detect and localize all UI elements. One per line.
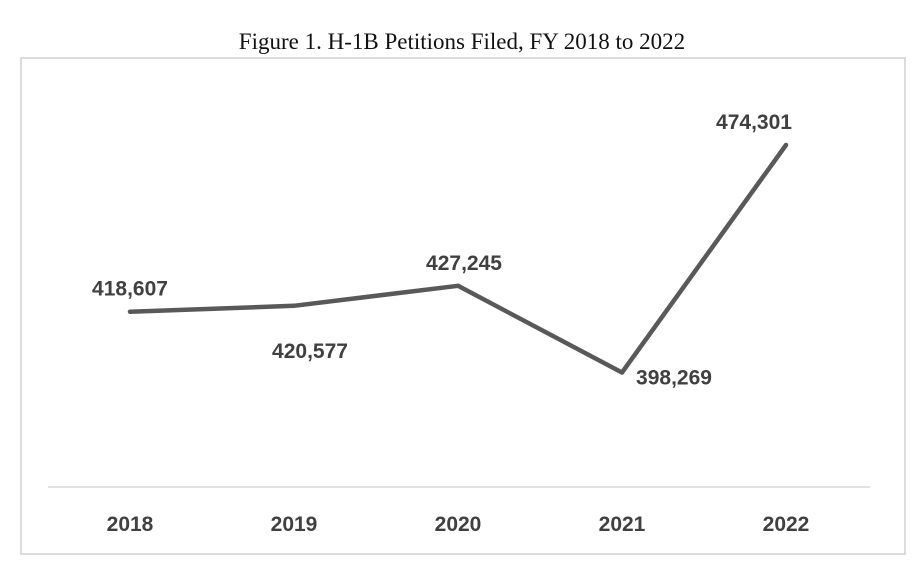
data-label-2020: 427,245 xyxy=(426,252,502,275)
x-tick-label-2020: 2020 xyxy=(435,513,482,536)
chart-title: Figure 1. H-1B Petitions Filed, FY 2018 … xyxy=(238,29,686,54)
data-point-2021 xyxy=(620,370,624,375)
x-tick-label-2018: 2018 xyxy=(107,513,154,536)
plot-border xyxy=(20,57,906,555)
series-layer xyxy=(127,142,789,375)
data-label-2018: 418,607 xyxy=(92,278,168,301)
data-label-2019: 420,577 xyxy=(272,340,348,363)
data-label-layer: 418,607 420,577 427,245 398,269 474,301 xyxy=(92,111,792,390)
x-tick-layer: 2018 2019 2020 2021 2022 xyxy=(107,513,810,536)
x-tick-label-2022: 2022 xyxy=(763,513,810,536)
data-point-2020 xyxy=(456,283,460,288)
data-point-2022 xyxy=(784,143,788,147)
data-label-2021: 398,269 xyxy=(636,367,712,390)
data-point-2019 xyxy=(292,303,296,308)
x-tick-label-2021: 2021 xyxy=(599,513,646,536)
x-tick-label-2019: 2019 xyxy=(271,513,318,536)
data-label-2022: 474,301 xyxy=(716,111,792,134)
data-point-2018 xyxy=(128,309,132,314)
